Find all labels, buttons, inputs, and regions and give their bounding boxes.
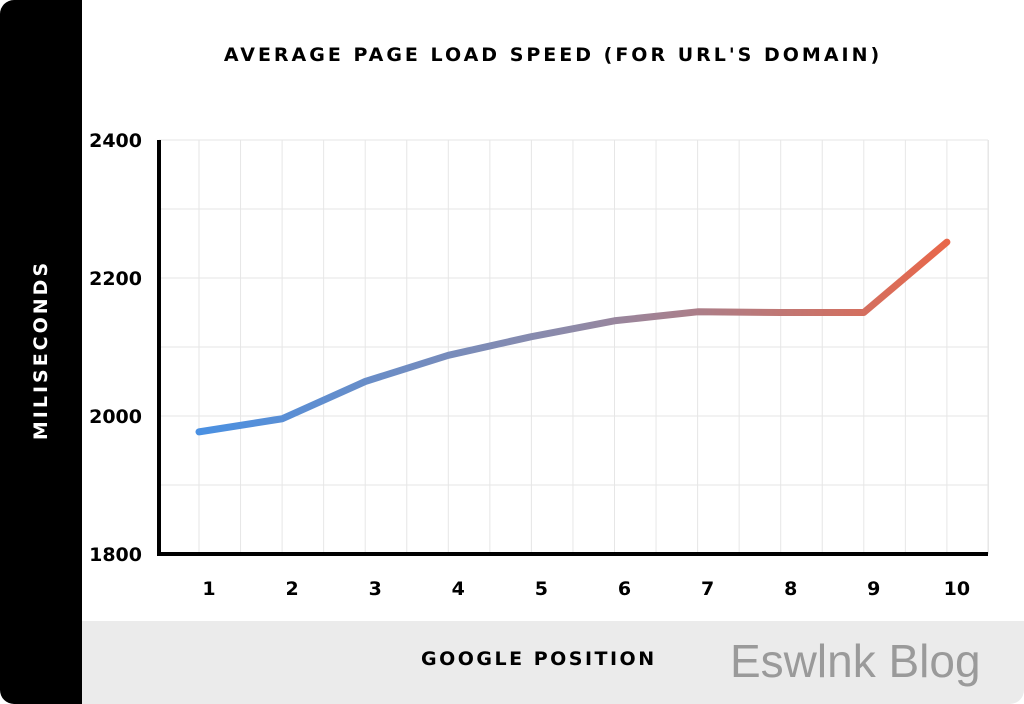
x-axis-band bbox=[82, 621, 1024, 704]
watermark: Eswlnk Blog bbox=[730, 635, 981, 687]
x-tick-label: 1 bbox=[202, 578, 215, 600]
data-line bbox=[195, 238, 951, 436]
x-tick-label: 7 bbox=[701, 578, 714, 600]
chart-title: AVERAGE PAGE LOAD SPEED (FOR URL'S DOMAI… bbox=[223, 44, 883, 66]
y-tick-label: 1800 bbox=[89, 544, 142, 566]
x-tick-label: 8 bbox=[784, 578, 797, 600]
x-tick-label: 3 bbox=[369, 578, 382, 600]
y-tick-label: 2200 bbox=[89, 268, 142, 290]
x-tick-label: 9 bbox=[867, 578, 880, 600]
y-tick-label: 2000 bbox=[89, 406, 142, 428]
x-axis-label: GOOGLE POSITION bbox=[421, 648, 657, 670]
x-tick-label: 2 bbox=[285, 578, 298, 600]
x-tick-label: 10 bbox=[944, 578, 970, 600]
x-tick-label: 6 bbox=[618, 578, 631, 600]
x-tick-label: 5 bbox=[535, 578, 548, 600]
x-tick-label: 4 bbox=[452, 578, 465, 600]
y-axis-band bbox=[0, 0, 82, 704]
y-tick-label: 2400 bbox=[89, 130, 142, 152]
